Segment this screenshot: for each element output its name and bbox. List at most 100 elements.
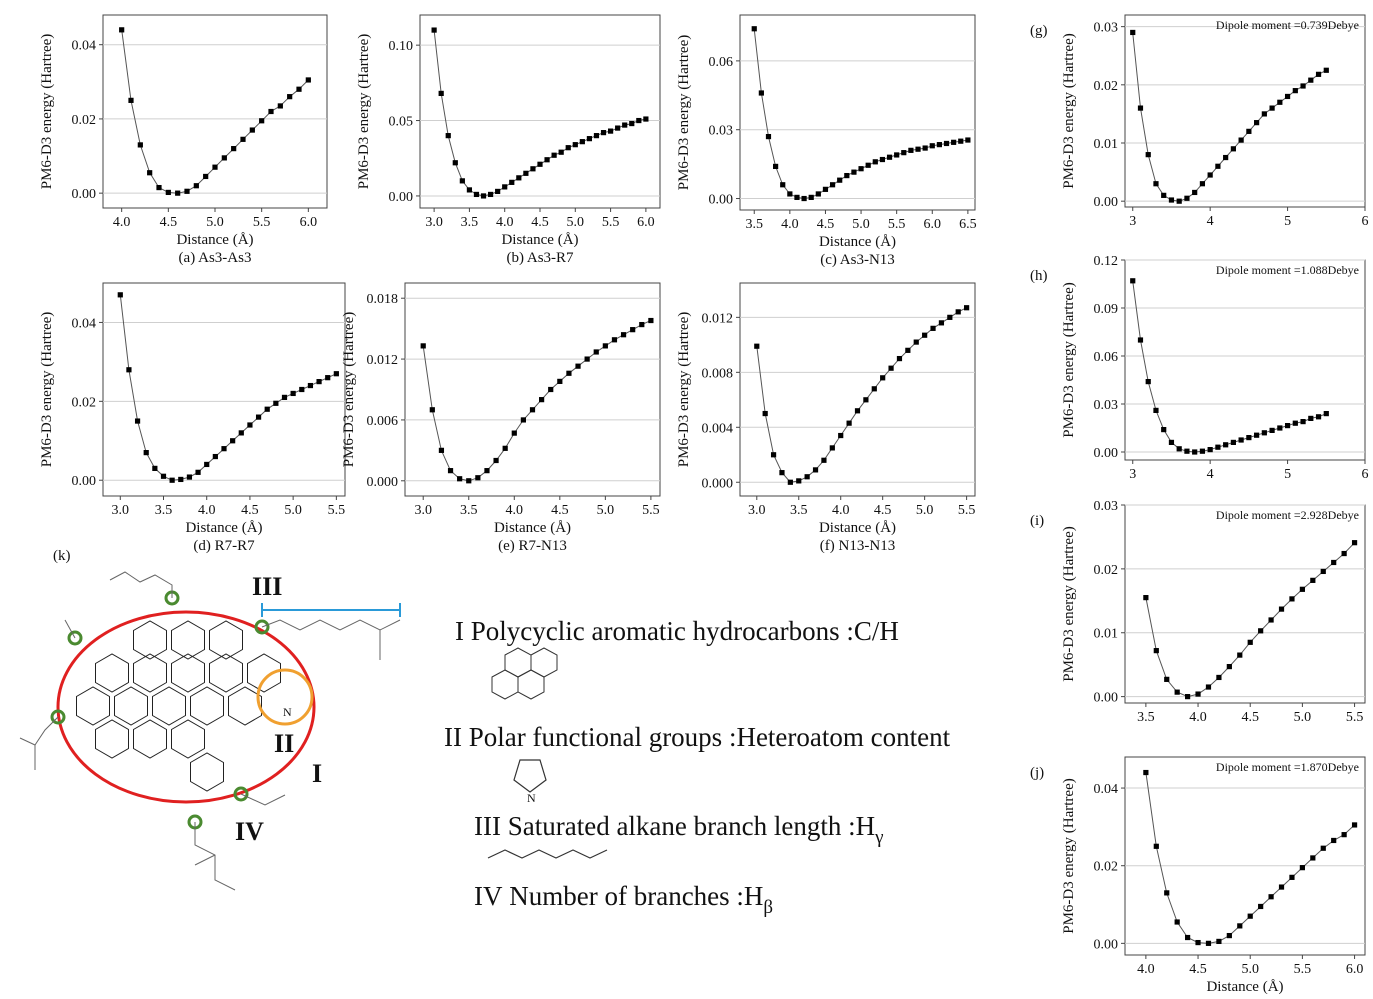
caption: (d) R7-R7 [193, 538, 255, 554]
plot-frame [739, 282, 976, 497]
ring [247, 653, 281, 693]
ring [133, 620, 167, 660]
point [247, 422, 253, 428]
point [572, 142, 578, 148]
point [1199, 448, 1206, 454]
point [137, 142, 143, 148]
point [829, 445, 835, 451]
x-tick-label: 3.0 [425, 215, 443, 230]
point [607, 128, 614, 134]
point [420, 343, 426, 349]
point [1258, 628, 1264, 634]
point [780, 182, 786, 188]
legend-item: IV Number of branches :Hβ [474, 881, 773, 918]
panel-label: (i) [1030, 513, 1044, 529]
point [779, 470, 785, 476]
point [475, 475, 481, 481]
point [493, 457, 499, 464]
y-tick-label: 0.03 [1094, 398, 1119, 413]
x-tick-label: 5.0 [1241, 962, 1259, 977]
point [1237, 652, 1243, 658]
point [965, 137, 971, 143]
point [1268, 894, 1274, 900]
point [1320, 568, 1326, 575]
region-mark: I [312, 759, 322, 788]
point [955, 309, 961, 315]
point [264, 406, 270, 412]
point [1237, 923, 1243, 929]
point [204, 461, 210, 468]
x-tick-label: 3.0 [414, 503, 432, 518]
point [509, 179, 515, 185]
point [1269, 427, 1275, 433]
point [438, 447, 445, 453]
point [863, 397, 869, 403]
point [230, 438, 236, 444]
point [1289, 874, 1295, 880]
caption: (a) As3-As3 [179, 250, 252, 266]
point [212, 453, 218, 460]
point [1226, 663, 1232, 670]
point [495, 188, 501, 195]
point [1277, 425, 1283, 431]
point [1184, 448, 1190, 454]
chart: 0.000 0.006 0.012 0.018 3.0 3.5 4.0 4.5 5.0 5.5 PM… [341, 282, 661, 554]
point [259, 118, 265, 124]
point [1315, 71, 1322, 77]
plot-frame [739, 14, 976, 211]
point [193, 183, 199, 189]
point [459, 178, 465, 184]
annotation: Dipole moment =1.870Debye [1216, 760, 1359, 774]
panel-label: (g) [1030, 23, 1048, 39]
point [195, 469, 201, 475]
point [958, 138, 964, 144]
point [438, 90, 444, 97]
plot-frame [404, 282, 661, 497]
point [147, 170, 153, 176]
alkyl-branches [19, 571, 401, 891]
y-tick-label: 0.000 [367, 475, 399, 490]
point [1164, 890, 1170, 896]
point [1137, 105, 1144, 111]
point [622, 122, 628, 128]
point [557, 378, 563, 384]
point [466, 478, 472, 484]
y-axis-label: PM6-D3 energy (Hartree) [341, 312, 357, 468]
y-axis-label: PM6-D3 energy (Hartree) [356, 34, 372, 190]
annotation: Dipole moment =0.739Debye [1216, 18, 1359, 32]
x-tick-label: 5.0 [852, 217, 870, 232]
point [287, 94, 293, 100]
point [231, 146, 237, 152]
y-tick-label: 0.00 [709, 193, 734, 208]
point [936, 142, 942, 148]
point [600, 130, 607, 136]
chart: 0.00 0.03 0.06 3.5 4.0 4.5 5.0 5.5 6.0 6.5 PM6-D3 … [676, 14, 977, 268]
x-tick-label: 5.5 [253, 215, 271, 230]
y-tick-label: 0.06 [1094, 350, 1119, 365]
y-axis-label: PM6-D3 energy (Hartree) [1061, 33, 1077, 189]
y-tick-label: 0.03 [709, 124, 734, 139]
y-tick-label: 0.02 [72, 395, 97, 410]
y-axis-label: PM6-D3 energy (Hartree) [1061, 778, 1077, 934]
point [566, 370, 572, 376]
point [119, 27, 125, 33]
point [871, 386, 877, 392]
point [846, 420, 852, 426]
y-tick-label: 0.12 [1094, 254, 1119, 269]
y-tick-label: 0.008 [702, 366, 734, 381]
y-tick-label: 0.02 [1094, 860, 1119, 875]
point [1230, 439, 1236, 445]
point [851, 169, 857, 175]
point [1174, 919, 1180, 925]
caption: (f) N13-N13 [820, 538, 895, 554]
point [947, 314, 953, 320]
point [203, 173, 209, 180]
y-tick-label: 0.05 [389, 115, 414, 130]
x-tick-label: 6 [1362, 214, 1369, 229]
x-tick-label: 4.5 [1241, 710, 1259, 725]
point [1137, 337, 1144, 343]
point [1205, 684, 1212, 690]
point [1299, 586, 1305, 592]
x-tick-label: 4 [1207, 467, 1214, 482]
point [1195, 939, 1201, 946]
